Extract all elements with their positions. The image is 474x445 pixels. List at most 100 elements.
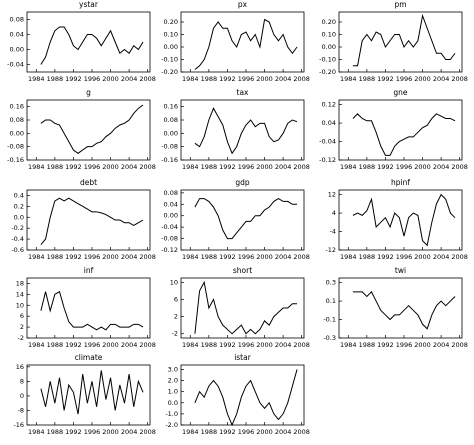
plot-frame	[26, 11, 151, 73]
x-tick-label: 2000	[414, 163, 431, 171]
y-tick-label: 0.08	[10, 16, 24, 24]
x-tick-label: 2000	[256, 341, 273, 349]
panel-title: short	[233, 266, 252, 275]
y-tick-label: 0.10	[322, 31, 336, 39]
x-tick-label: 1996	[396, 75, 413, 83]
panel-title: istar	[234, 353, 252, 362]
y-tick-label: 10	[16, 301, 24, 309]
plot-frame	[26, 99, 151, 161]
x-tick-label: 1988	[47, 341, 64, 349]
x-tick-label: 1988	[47, 75, 64, 83]
y-tick-label: 0.0	[14, 213, 24, 221]
data-line	[194, 107, 298, 155]
x-tick-label: 1984	[182, 428, 199, 436]
y-tick-label: -0.16	[161, 156, 178, 164]
data-line	[194, 280, 298, 335]
y-tick-label: -0.6	[11, 246, 24, 254]
data-line	[352, 13, 456, 67]
x-tick-label: 1988	[359, 75, 376, 83]
x-tick-label: 2004	[121, 75, 138, 83]
x-tick-label: 2000	[414, 253, 431, 261]
y-tick-label: -0.10	[161, 56, 178, 64]
y-tick-label: -1.0	[165, 410, 178, 418]
x-tick-label: 1988	[47, 253, 64, 261]
x-tick-label: 2004	[121, 253, 138, 261]
plot-frame	[180, 99, 305, 161]
y-tick-label: 0	[20, 392, 24, 400]
x-tick-label: 2004	[275, 163, 292, 171]
plot-frame	[338, 99, 463, 161]
x-tick-label: 2004	[433, 75, 450, 83]
x-tick-label: 2008	[451, 163, 468, 171]
x-tick-label: 2000	[102, 75, 119, 83]
y-tick-label: -0.08	[161, 143, 178, 151]
x-tick-label: 1988	[201, 163, 218, 171]
x-tick-label: 1984	[340, 75, 357, 83]
x-tick-label: 1988	[201, 341, 218, 349]
x-tick-label: 2000	[414, 341, 431, 349]
x-tick-label: 1984	[28, 341, 45, 349]
y-tick-label: 0.00	[322, 43, 336, 51]
x-tick-label: 2000	[102, 253, 119, 261]
y-tick-label: 14	[16, 290, 24, 298]
y-tick-label: -2	[172, 330, 178, 338]
x-tick-label: 2004	[275, 75, 292, 83]
y-tick-label: -2	[18, 334, 24, 342]
panel-title: climate	[75, 353, 103, 362]
x-tick-label: 1988	[359, 341, 376, 349]
y-tick-label: 0.16	[10, 103, 24, 111]
x-tick-label: 2008	[293, 253, 310, 261]
x-tick-label: 2000	[256, 163, 273, 171]
plot-frame	[180, 189, 305, 251]
x-tick-label: 1992	[65, 75, 82, 83]
y-tick-label: 4	[332, 209, 336, 217]
x-tick-label: 1992	[219, 341, 236, 349]
x-tick-label: 1992	[65, 253, 82, 261]
y-tick-label: 6	[174, 295, 178, 303]
x-tick-label: 1996	[238, 163, 255, 171]
y-tick-label: -0.08	[161, 235, 178, 243]
x-tick-label: 2008	[451, 253, 468, 261]
y-tick-label: 3.0	[168, 365, 178, 373]
x-tick-label: 2008	[293, 163, 310, 171]
x-tick-label: 2000	[256, 428, 273, 436]
x-tick-label: 2004	[121, 341, 138, 349]
plot-frame	[338, 11, 463, 73]
x-tick-label: 1992	[219, 428, 236, 436]
y-tick-label: 18	[16, 279, 24, 287]
x-tick-label: 1992	[219, 75, 236, 83]
x-tick-label: 2008	[139, 428, 156, 436]
y-tick-label: -0.20	[319, 68, 336, 76]
x-tick-label: 1996	[238, 253, 255, 261]
y-tick-label: -0.04	[7, 61, 24, 69]
x-tick-label: 1988	[359, 253, 376, 261]
x-tick-label: 1996	[238, 75, 255, 83]
x-tick-label: 2004	[433, 253, 450, 261]
x-tick-label: 1992	[377, 163, 394, 171]
y-tick-label: -0.12	[161, 246, 178, 254]
x-tick-label: 1996	[396, 253, 413, 261]
y-tick-label: -0.4	[11, 235, 24, 243]
y-tick-label: 0.08	[164, 116, 178, 124]
y-tick-label: -0.2	[11, 224, 24, 232]
panel-title: tax	[237, 88, 250, 97]
y-tick-label: -0.16	[7, 156, 24, 164]
x-tick-label: 2004	[275, 428, 292, 436]
x-tick-label: 1984	[28, 428, 45, 436]
y-tick-label: 0.4	[14, 191, 24, 199]
y-tick-label: 2	[174, 313, 178, 321]
x-tick-label: 1992	[377, 75, 394, 83]
y-tick-label: 0.1	[326, 297, 336, 305]
x-tick-label: 1992	[219, 163, 236, 171]
data-line	[194, 197, 298, 240]
data-line	[40, 197, 144, 245]
y-tick-label: -0.20	[161, 68, 178, 76]
panel-title: hpinf	[391, 178, 410, 187]
y-tick-label: -16	[13, 421, 24, 429]
y-tick-label: -0.10	[319, 56, 336, 64]
plot-frame	[180, 11, 305, 73]
x-tick-label: 2004	[433, 163, 450, 171]
y-tick-label: 12	[328, 191, 336, 199]
y-tick-label: 0.04	[164, 200, 178, 208]
